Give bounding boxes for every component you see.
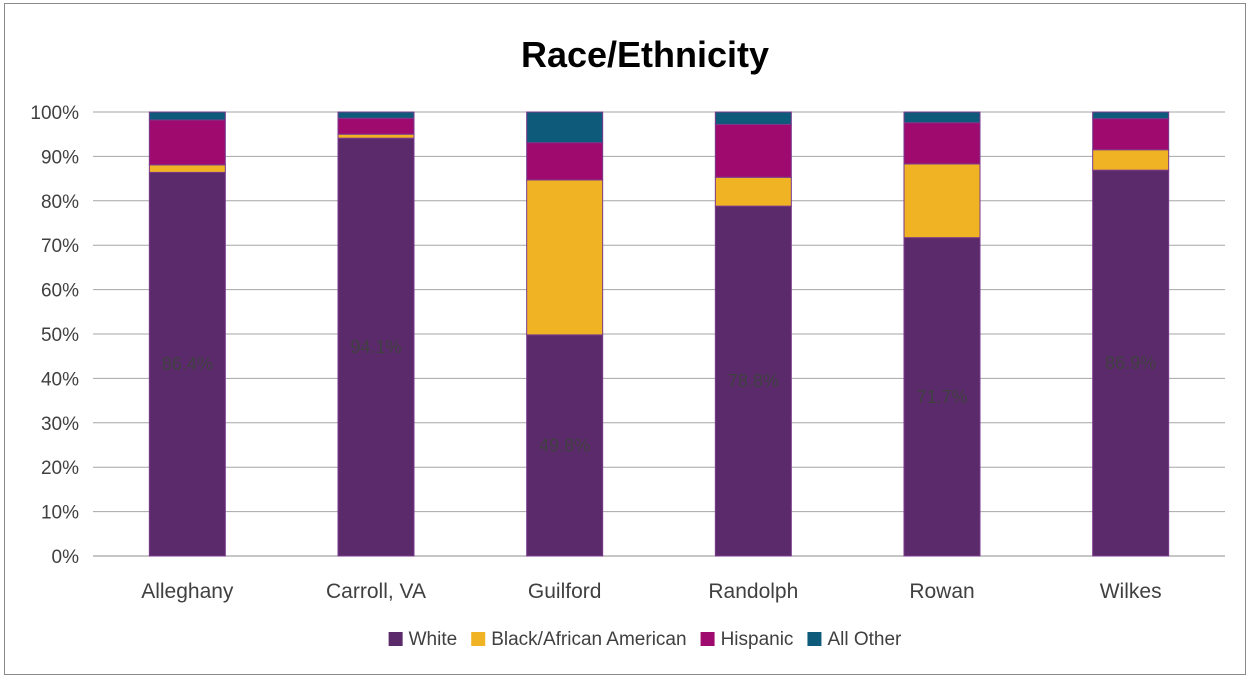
gridlines [93,111,1225,557]
bar-segment [903,237,981,557]
y-axis: 0% 10% 20% 30% 40% 50% 60% 70% 80% 90% 100% [30,103,79,568]
bar-segment [1092,111,1170,120]
y-tick-label: 0% [52,547,80,568]
y-tick-label: 100% [30,103,79,124]
legend: White Black/African American Hispanic All O… [388,629,902,650]
bar-segment [714,111,792,125]
y-tick-label: 20% [41,458,79,479]
y-tick-label: 30% [41,414,79,435]
x-axis: Alleghany Carroll, VA Guilford Randolph Rowa… [141,580,1161,603]
category-label: Alleghany [141,580,234,603]
data-label: 71.7% [916,387,967,407]
chart-title: Race/Ethnicity [521,34,769,75]
y-tick-label: 60% [41,281,79,302]
bar-segment [903,163,981,239]
bar-segment [148,111,226,121]
bar-segment [714,205,792,557]
category-label: Wilkes [1100,580,1162,603]
legend-swatch [807,632,822,646]
bar-segment [526,142,604,181]
bar-segment [337,111,415,119]
y-tick-label: 40% [41,369,79,390]
legend-swatch [388,632,403,646]
data-label: 49.8% [539,435,590,455]
bar-segment [903,111,981,124]
y-tick-label: 80% [41,192,79,213]
legend-item: Hispanic [700,629,794,650]
bar-segment [148,119,226,166]
category-label: Guilford [528,580,602,603]
bar-segment [714,123,792,178]
data-label: 86.9% [1105,353,1156,373]
y-tick-label: 70% [41,236,79,257]
category-label: Randolph [708,580,798,603]
legend-swatch [700,632,715,646]
bar-segment [337,133,415,139]
bars: 86.4% 94.1% 49.8% 78.8% 71.7% 86.9% [148,111,1170,557]
bar-segment [1092,118,1170,151]
data-label: 94.1% [350,337,401,357]
bar-segment [526,179,604,336]
legend-item: Black/African American [471,629,687,650]
bar-segment [337,137,415,557]
legend-label: Hispanic [721,629,794,650]
bar-segment [337,117,415,135]
bar-segment [526,111,604,144]
bar-segment [148,171,226,557]
bar-segment [714,176,792,207]
legend-item: All Other [807,629,902,650]
y-tick-label: 90% [41,147,79,168]
bar-segment [1092,169,1170,557]
legend-item: White [388,629,458,650]
legend-label: All Other [827,629,902,650]
bar-segment [526,334,604,557]
legend-label: White [409,629,458,650]
data-label: 86.4% [162,354,213,374]
legend-swatch [471,632,486,646]
y-tick-label: 50% [41,325,79,346]
bar-segment [1092,149,1170,171]
bar-segment [903,122,981,165]
bar-segment [148,164,226,173]
category-label: Carroll, VA [326,580,426,603]
data-label: 78.8% [728,371,779,391]
y-tick-label: 10% [41,503,79,524]
category-label: Rowan [909,580,974,603]
legend-label: Black/African American [491,629,686,650]
